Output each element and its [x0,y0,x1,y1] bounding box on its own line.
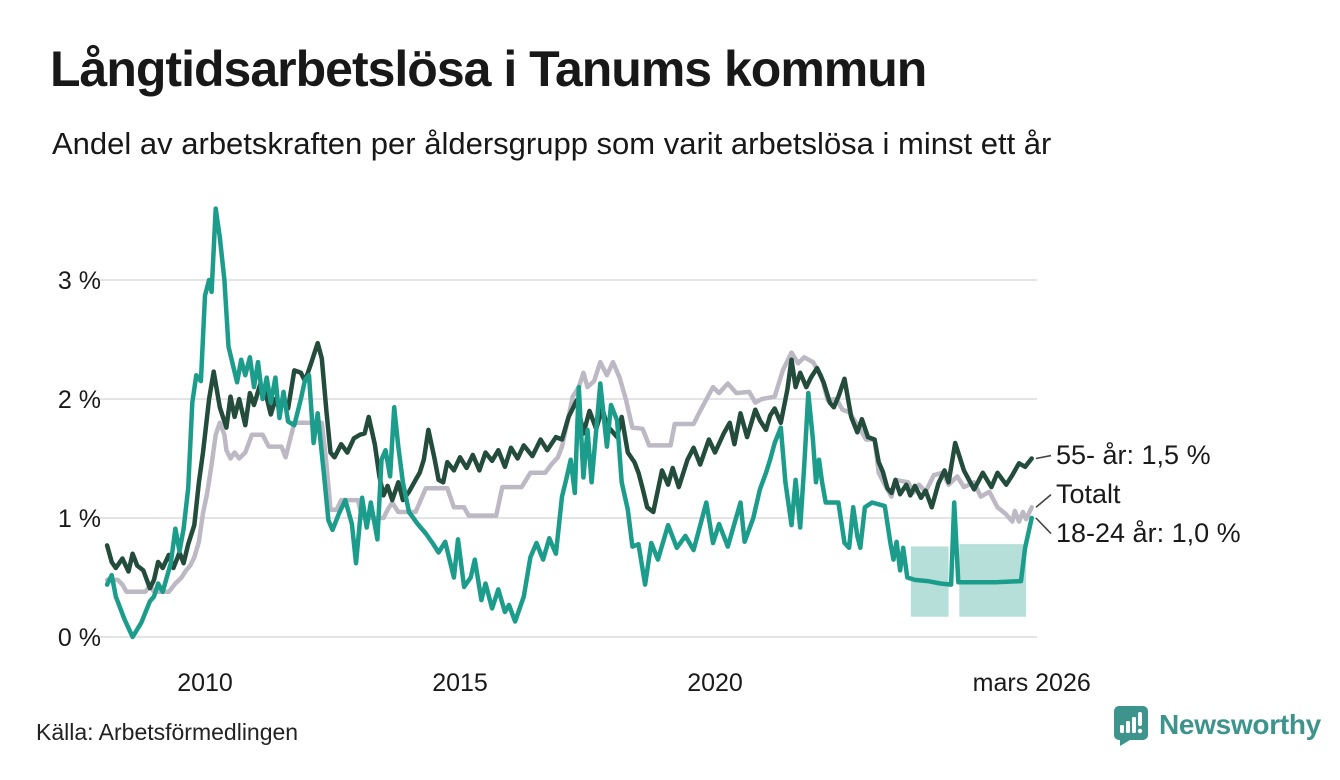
chart-subtitle: Andel av arbetskraften per åldersgrupp s… [52,126,1052,161]
newsworthy-brand: Newsworthy [1112,704,1321,746]
leader-line [1035,493,1052,508]
y-tick-label: 0 % [58,624,101,652]
series-line-18-24 år [104,206,1034,640]
y-tick-label: 2 % [58,386,101,414]
series-line-55- år [104,340,1034,591]
leader-line [1035,517,1052,535]
x-tick-label: 2020 [687,669,743,697]
label-leader-lines [1035,454,1052,535]
y-axis-tick-labels: 0 % 1 % 2 % 3 % [58,267,101,652]
source-note: Källa: Arbetsförmedlingen [36,719,299,745]
series-end-label: 55- år: 1,5 % [1056,440,1211,471]
x-tick-label: mars 2026 [973,669,1091,697]
y-tick-label: 1 % [58,505,101,533]
x-tick-label: 2010 [177,669,233,697]
gridlines [100,279,1037,638]
leader-line [1035,454,1052,460]
page-title: Långtidsarbetslösa i Tanums kommun [50,41,927,97]
y-tick-label: 3 % [58,267,101,295]
series-line-Totalt [104,350,1034,595]
newsworthy-wordmark: Newsworthy [1159,709,1321,740]
x-tick-label: 2015 [432,669,488,697]
newsworthy-logo-icon [1114,706,1148,746]
data-lines [104,206,1034,640]
x-axis-tick-labels: 2010 2015 2020 mars 2026 [177,669,1091,697]
series-end-label: Totalt [1056,479,1121,510]
series-end-label: 18-24 år: 1,0 % [1056,518,1241,549]
